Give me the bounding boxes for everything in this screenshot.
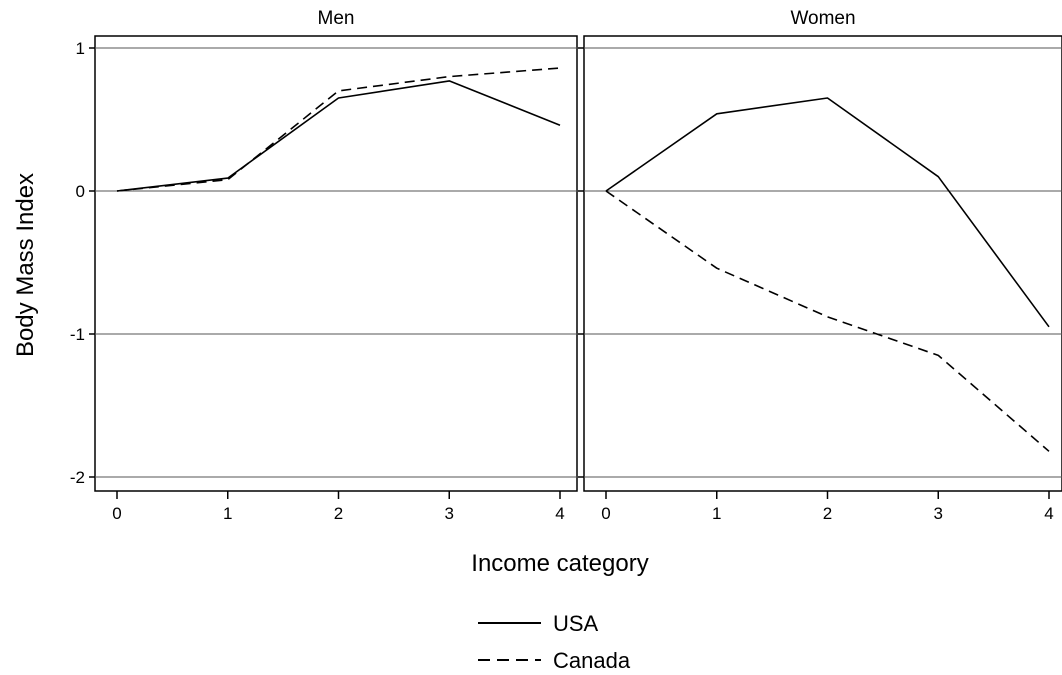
chart-panels: Men 1 0 -1 -2 0 1 2 3 4 Women 0 1 2 3 4	[70, 8, 1062, 523]
panel-women-x-tick-label: 2	[823, 504, 832, 523]
panel-men: Men 1 0 -1 -2 0 1 2 3 4	[70, 8, 578, 523]
panel-women: Women 0 1 2 3 4	[578, 8, 1062, 523]
panel-men-frame	[94, 35, 578, 492]
panel-women-x-tick-label: 1	[712, 504, 721, 523]
panel-men-series-canada	[116, 67, 561, 192]
panel-women-frame	[583, 35, 1062, 492]
panel-men-x-tick-label: 1	[223, 504, 232, 523]
panel-women-series-usa	[605, 97, 1050, 328]
panel-women-title: Women	[790, 8, 855, 29]
y-tick-label: 0	[76, 182, 85, 201]
y-axis-title: Body Mass Index	[12, 173, 39, 357]
legend-label-usa: USA	[553, 611, 599, 636]
panel-men-title: Men	[318, 8, 355, 29]
panel-women-series-canada	[605, 190, 1050, 452]
panel-men-x-tick-label: 3	[445, 504, 454, 523]
panel-women-x-tick-label: 4	[1044, 504, 1053, 523]
y-tick-label: -2	[70, 468, 85, 487]
x-axis-title: Income category	[471, 550, 648, 577]
panel-men-x-tick-label: 4	[555, 504, 564, 523]
legend-label-canada: Canada	[553, 648, 631, 673]
panel-women-x-tick-label: 3	[934, 504, 943, 523]
panel-men-x-tick-label: 0	[112, 504, 121, 523]
panel-men-x-tick-label: 2	[334, 504, 343, 523]
legend: USA Canada	[478, 611, 631, 673]
y-tick-label: 1	[76, 39, 85, 58]
panel-women-x-tick-label: 0	[601, 504, 610, 523]
y-tick-label: -1	[70, 325, 85, 344]
panel-men-series-usa	[116, 80, 561, 192]
